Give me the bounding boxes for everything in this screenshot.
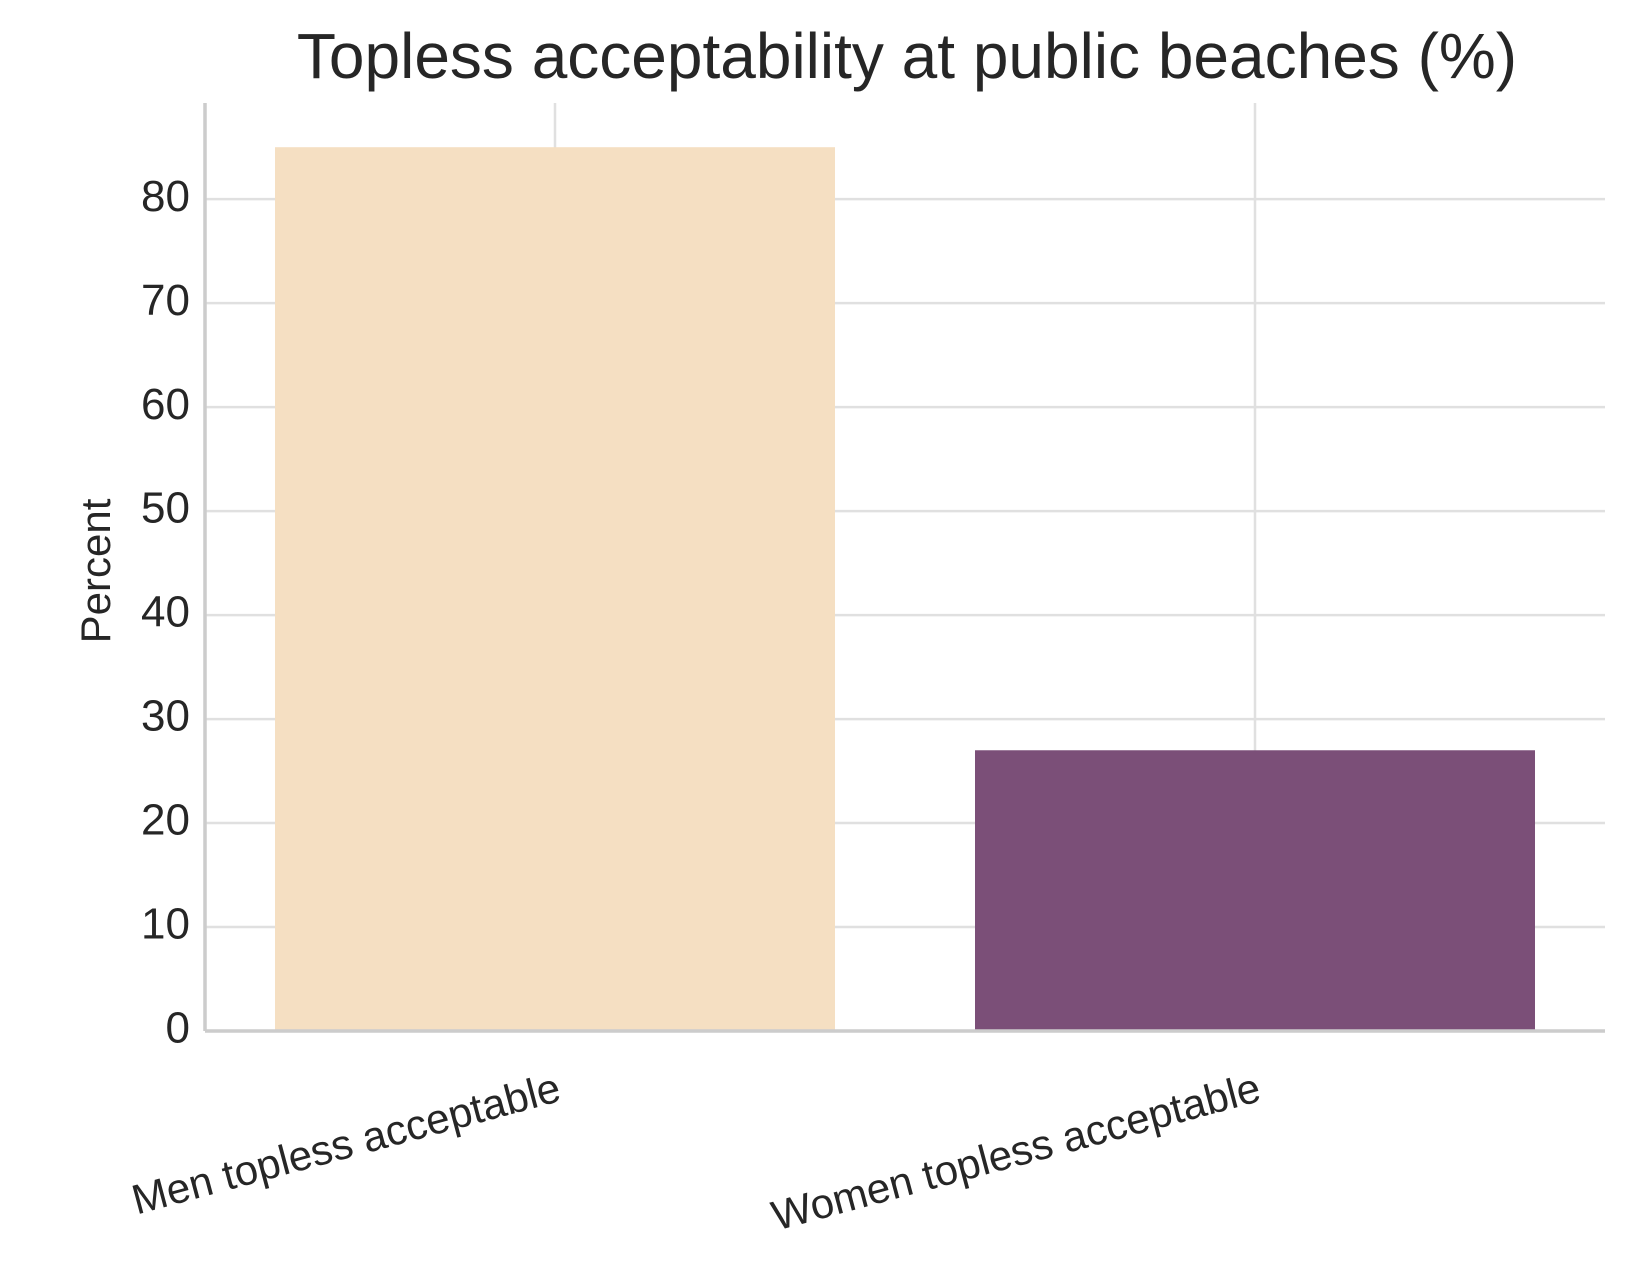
y-axis-label: Percent [72,498,119,643]
axes [203,103,1605,1033]
chart-title: Topless acceptability at public beaches … [297,20,1517,92]
bar-2 [975,750,1535,1031]
y-tick-label-70: 70 [141,276,190,325]
y-tick-label-30: 30 [141,692,190,741]
x-tick-label-group-1: Men topless acceptable [127,1064,565,1224]
y-tick-label-0: 0 [166,1004,190,1053]
bar-1 [275,147,835,1031]
x-tick-label-2: Women topless acceptable [767,1064,1266,1240]
y-tick-label-20: 20 [141,796,190,845]
y-tick-label-10: 10 [141,900,190,949]
x-tick-label-group-2: Women topless acceptable [767,1064,1266,1240]
bars [275,147,1535,1031]
x-tick-label-1: Men topless acceptable [127,1064,565,1224]
y-tick-label-50: 50 [141,484,190,533]
y-tick-label-80: 80 [141,172,190,221]
y-tick-label-40: 40 [141,588,190,637]
y-tick-label-60: 60 [141,380,190,429]
